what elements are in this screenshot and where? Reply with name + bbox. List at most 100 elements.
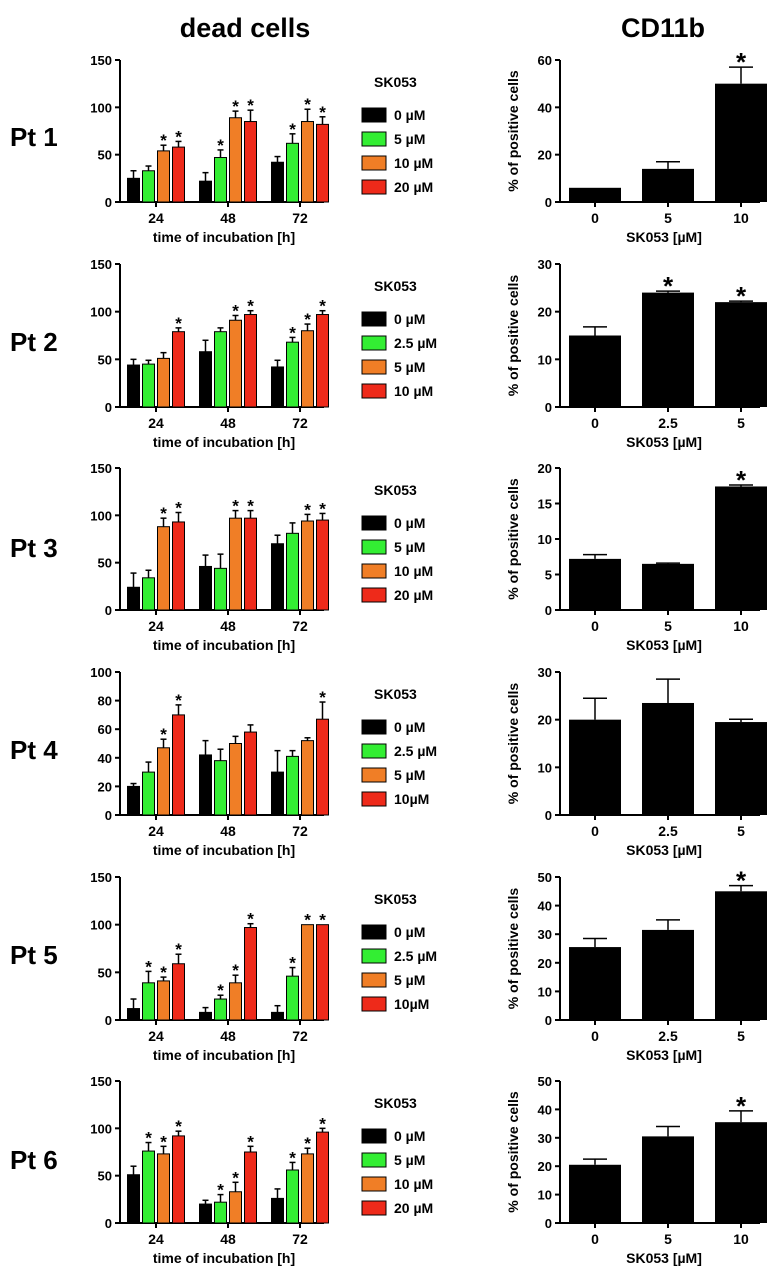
legend-swatch (361, 179, 387, 195)
y-axis-title: % of positive cells (505, 683, 521, 805)
significance-star: * (232, 497, 239, 516)
legend-label: 5 µM (394, 1152, 425, 1168)
bar (715, 83, 767, 202)
bar (172, 331, 185, 408)
bar (142, 577, 155, 611)
bar (229, 517, 242, 611)
y-axis-title: % of positive cells (505, 478, 521, 600)
significance-star: * (217, 981, 224, 1000)
patient-label: Pt 1 (10, 122, 58, 152)
x-axis-title: time of incubation [h] (153, 229, 295, 245)
bar (127, 785, 140, 816)
dead-cells-chart: 0 50 100 150 24 48 72 time of incubation [h] * * *… (90, 53, 329, 245)
bar (316, 123, 329, 203)
legend-swatch (361, 359, 387, 375)
bar (642, 1136, 694, 1223)
legend-swatch (361, 587, 387, 603)
bar (316, 924, 329, 1021)
significance-star: * (319, 499, 326, 518)
bar (127, 177, 140, 203)
y-tick-label: 50 (538, 1074, 552, 1089)
legend: SK053 0 µM 2.5 µM 5 µM 10µM (361, 891, 437, 1012)
legend-label: 5 µM (394, 767, 425, 783)
x-tick-label: 0 (591, 1028, 599, 1044)
dead-cells-chart: 0 50 100 150 24 48 72 time of incubation [h] * * *… (90, 257, 329, 450)
x-tick-label: 5 (737, 823, 745, 839)
bar (271, 161, 284, 203)
legend-label: 0 µM (394, 515, 425, 531)
significance-star: * (160, 1132, 167, 1151)
y-tick-label: 20 (98, 779, 112, 794)
bar (229, 743, 242, 816)
legend: SK053 0 µM 5 µM 10 µM 20 µM (361, 482, 433, 603)
y-tick-label: 0 (105, 400, 112, 415)
legend-title: SK053 (374, 686, 417, 702)
x-axis-title: SK053 [µM] (626, 434, 702, 450)
y-tick-label: 150 (90, 53, 112, 68)
x-tick-label: 0 (591, 618, 599, 634)
patient-label: Pt 2 (10, 327, 58, 357)
significance-star: * (289, 323, 296, 342)
x-tick-label: 5 (737, 1028, 745, 1044)
significance-star: * (217, 1181, 224, 1200)
significance-star: * (247, 297, 254, 316)
bar (715, 486, 767, 610)
bar (301, 924, 314, 1021)
bar (229, 982, 242, 1021)
bar (642, 702, 694, 815)
x-axis-title: SK053 [µM] (626, 1047, 702, 1063)
legend-swatch (361, 563, 387, 579)
bar (286, 975, 299, 1021)
legend: SK053 0 µM 2.5 µM 5 µM 10 µM (361, 278, 437, 399)
legend-swatch (361, 131, 387, 147)
significance-star: * (160, 963, 167, 982)
bar (244, 517, 257, 611)
legend-label: 20 µM (394, 1200, 433, 1216)
y-tick-label: 0 (105, 603, 112, 618)
legend-swatch (361, 996, 387, 1012)
x-tick-label: 24 (148, 618, 164, 634)
dead-cells-chart: 0 50 100 150 24 48 72 time of incubation [h] * * *… (90, 1074, 329, 1266)
y-tick-label: 100 (90, 665, 112, 680)
x-tick-label: 72 (292, 415, 308, 431)
bar (301, 1153, 314, 1224)
legend-swatch (361, 107, 387, 123)
bar (244, 314, 257, 408)
x-axis-title: SK053 [µM] (626, 1250, 702, 1266)
y-tick-label: 5 (545, 568, 552, 583)
legend-swatch (361, 155, 387, 171)
legend-label: 10 µM (394, 563, 433, 579)
bar (214, 1201, 227, 1224)
bar (244, 1151, 257, 1224)
legend: SK053 0 µM 2.5 µM 5 µM 10µM (361, 686, 437, 807)
bar (715, 722, 767, 815)
bar (172, 1135, 185, 1224)
y-tick-label: 30 (538, 665, 552, 680)
x-tick-label: 72 (292, 823, 308, 839)
y-tick-label: 20 (538, 148, 552, 163)
significance-star: * (232, 301, 239, 320)
y-tick-label: 100 (90, 508, 112, 523)
y-tick-label: 50 (98, 352, 112, 367)
x-tick-label: 5 (664, 210, 672, 226)
significance-star: * (289, 120, 296, 139)
significance-star: * (319, 103, 326, 122)
significance-star: * (232, 961, 239, 980)
x-tick-label: 10 (733, 1231, 749, 1247)
cd11b-chart: 0 10 20 30 0 2.5 5 SK053 [µM] % of positive cell… (505, 665, 767, 858)
significance-star: * (304, 310, 311, 329)
significance-star: * (304, 911, 311, 930)
significance-star: * (304, 1134, 311, 1153)
legend-title: SK053 (374, 1095, 417, 1111)
y-tick-label: 0 (105, 195, 112, 210)
significance-star: * (663, 271, 674, 301)
bar (316, 314, 329, 408)
significance-star: * (175, 314, 182, 333)
bar (286, 142, 299, 203)
bar (199, 754, 212, 816)
x-tick-label: 72 (292, 618, 308, 634)
significance-star: * (232, 1168, 239, 1187)
